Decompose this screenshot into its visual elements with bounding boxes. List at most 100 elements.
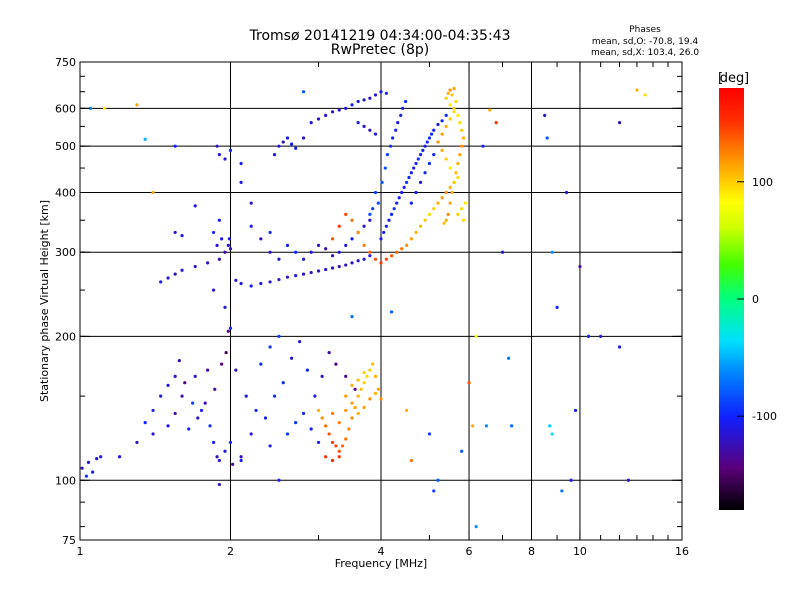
data-point <box>301 411 306 416</box>
data-point <box>444 190 448 195</box>
data-point <box>226 329 230 333</box>
data-point <box>294 421 298 425</box>
data-point <box>555 305 559 309</box>
data-point <box>362 98 366 102</box>
data-point <box>135 103 139 107</box>
data-point <box>180 394 184 398</box>
data-point <box>440 196 444 200</box>
data-point <box>227 237 232 241</box>
data-point <box>215 144 219 148</box>
data-point <box>373 391 378 395</box>
data-point <box>268 230 272 235</box>
data-point <box>456 175 460 180</box>
data-point <box>277 478 281 482</box>
data-point <box>446 212 450 216</box>
data-point <box>187 427 191 431</box>
data-point <box>208 424 212 428</box>
data-point <box>456 161 460 166</box>
data-point <box>427 136 432 140</box>
data-point <box>414 190 418 195</box>
data-point <box>481 144 485 148</box>
data-point <box>330 254 335 258</box>
data-point <box>193 264 197 269</box>
data-point <box>550 250 554 254</box>
y-tick-label: 750 <box>55 56 76 69</box>
data-point <box>206 368 210 372</box>
data-point <box>103 106 107 110</box>
data-point <box>500 250 505 254</box>
data-point <box>337 455 341 459</box>
data-point <box>384 224 388 228</box>
data-point <box>268 444 272 448</box>
data-point <box>454 171 458 175</box>
data-point <box>337 224 341 228</box>
y-tick-label: 100 <box>55 474 76 487</box>
data-point <box>448 103 452 107</box>
data-point <box>166 276 170 280</box>
data-point <box>456 212 460 216</box>
data-point <box>446 91 450 95</box>
data-point <box>228 326 233 330</box>
data-point <box>560 489 564 493</box>
data-point <box>350 103 354 107</box>
data-point <box>460 207 464 211</box>
data-point <box>436 478 440 482</box>
data-point <box>418 180 423 184</box>
data-point <box>404 408 409 413</box>
data-point <box>573 408 578 413</box>
chart-title: Tromsø 20141219 04:34:00-04:35:43 <box>249 28 511 44</box>
data-point <box>356 378 360 382</box>
x-tick-label: 2 <box>227 545 234 558</box>
x-axis: 1 2 4 6 8 10 16 <box>77 62 689 558</box>
data-point <box>395 201 399 205</box>
data-point <box>368 397 372 401</box>
data-point <box>460 449 464 453</box>
data-point <box>217 218 221 222</box>
data-point <box>196 416 200 420</box>
data-point <box>407 175 411 180</box>
data-point <box>324 424 328 428</box>
data-point <box>234 368 238 372</box>
x-tick-label: 6 <box>466 545 473 558</box>
y-tick-label: 75 <box>62 534 76 547</box>
data-point <box>268 280 272 284</box>
data-point <box>350 237 354 241</box>
data-point <box>444 113 448 117</box>
data-point <box>427 432 432 436</box>
data-point <box>432 153 436 157</box>
y-tick-label: 200 <box>55 330 76 343</box>
data-point <box>249 224 253 228</box>
data-point <box>409 458 413 463</box>
data-point <box>217 482 221 487</box>
data-point <box>226 243 230 248</box>
data-point <box>436 201 440 205</box>
data-point <box>159 394 163 398</box>
data-point <box>368 128 372 132</box>
x-tick-label: 16 <box>675 545 689 558</box>
data-point <box>135 440 139 445</box>
data-point <box>231 462 235 466</box>
data-point <box>444 124 448 128</box>
data-point <box>337 108 341 112</box>
data-point <box>84 474 89 478</box>
data-point <box>285 136 290 140</box>
data-point <box>220 237 224 241</box>
data-point <box>356 411 360 416</box>
data-point <box>359 387 363 391</box>
data-point <box>91 470 95 474</box>
data-point <box>330 458 335 463</box>
data-point <box>461 136 466 140</box>
data-point <box>228 148 233 152</box>
data-point <box>337 421 341 425</box>
data-point <box>309 427 313 431</box>
data-point <box>488 108 492 112</box>
data-point <box>249 284 253 288</box>
data-point <box>344 243 348 248</box>
data-point <box>395 250 399 254</box>
data-point <box>400 190 404 195</box>
data-point <box>404 99 408 104</box>
data-point <box>373 374 378 378</box>
data-point <box>376 201 380 205</box>
data-point <box>368 368 372 372</box>
data-point <box>301 90 306 94</box>
